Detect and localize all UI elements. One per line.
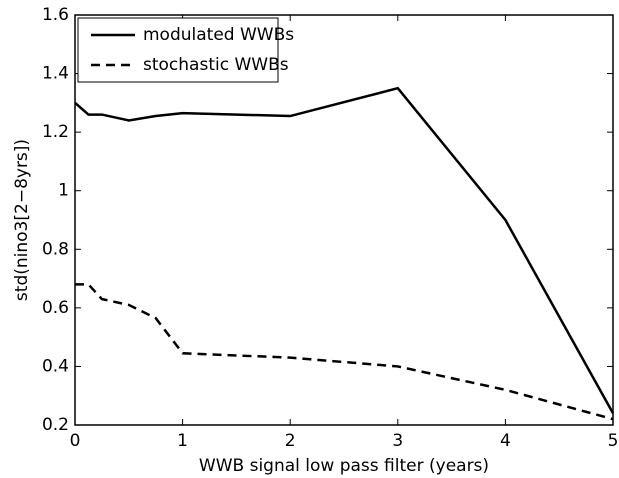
y-axis-label: std(nino3[2−8yrs]): [12, 139, 32, 301]
legend-label: stochastic WWBs: [143, 55, 289, 75]
legend-label: modulated WWBs: [143, 25, 294, 45]
y-tick-label: 0.4: [42, 356, 69, 376]
y-tick-label: 1: [58, 181, 69, 201]
x-tick-label: 3: [392, 431, 403, 451]
y-tick-label: 1.4: [42, 64, 69, 84]
y-tick-label: 1.6: [42, 5, 69, 25]
data-line: [74, 86, 615, 414]
x-axis-label: WWB signal low pass filter (years): [199, 456, 489, 476]
legend-box: [77, 17, 279, 83]
x-tick-label: 2: [285, 431, 296, 451]
x-tick-label: 0: [70, 431, 81, 451]
y-tick-label: 0.6: [42, 298, 69, 318]
y-tick-label: 1.2: [42, 122, 69, 142]
x-tick-label: 4: [500, 431, 511, 451]
data-line: [75, 283, 614, 421]
y-tick-label: 0.2: [42, 415, 69, 435]
x-tick-label: 5: [608, 431, 619, 451]
y-tick-label: 0.8: [42, 239, 69, 259]
x-tick-label: 1: [177, 431, 188, 451]
plot-frame: [74, 14, 614, 426]
